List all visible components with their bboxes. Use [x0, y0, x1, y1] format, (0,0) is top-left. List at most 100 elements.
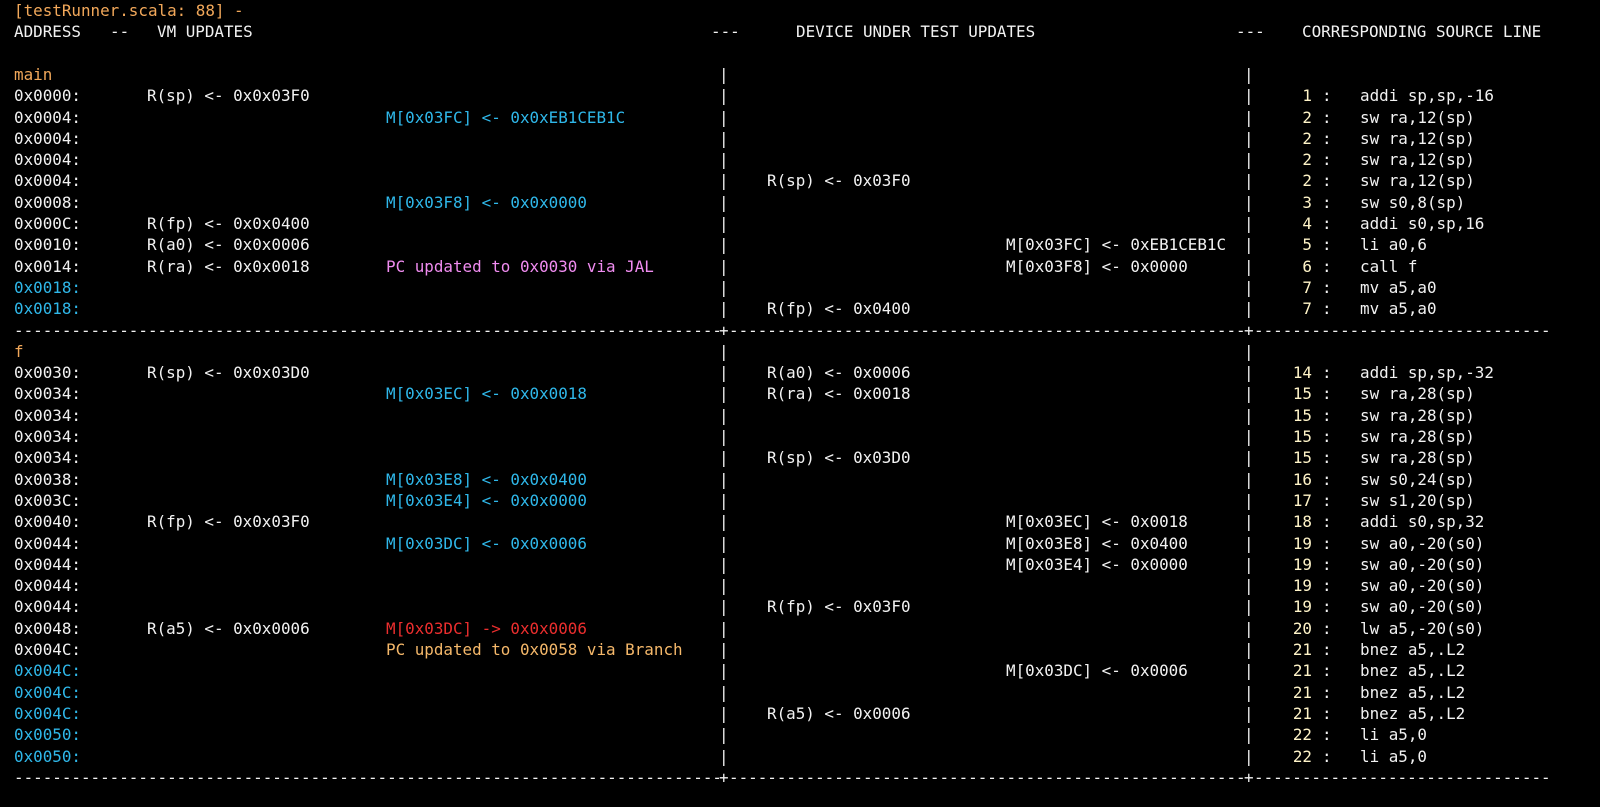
source-instruction: mv a5,a0: [1360, 299, 1437, 319]
column-divider: |: [1244, 86, 1254, 106]
colon-separator: :: [1322, 597, 1332, 617]
source-line-number: 15: [1292, 448, 1312, 468]
colon-separator: :: [1322, 746, 1332, 766]
column-divider: |: [1244, 448, 1254, 468]
divider-dashes: ----------------------------------------…: [1254, 320, 1550, 340]
colon-separator: :: [1322, 469, 1332, 489]
divider-dashes: ----------------------------------------…: [729, 320, 1244, 340]
source-line-number: 15: [1292, 384, 1312, 404]
source-instruction: sw a0,-20(s0): [1360, 554, 1485, 574]
source-instruction: sw ra,12(sp): [1360, 128, 1475, 148]
vm-update: PC updated to 0x0058 via Branch: [386, 640, 683, 659]
source-line-number: 22: [1292, 746, 1312, 766]
address: 0x0048:: [14, 618, 81, 638]
colon-separator: :: [1322, 171, 1332, 191]
divider-junction: +: [1244, 320, 1254, 340]
vm-update: M[0x03EC] <- 0x0x0018: [386, 384, 587, 404]
header-separator: ---: [1236, 22, 1265, 42]
address: 0x0034:: [14, 384, 81, 404]
source-instruction: li a5,0: [1360, 746, 1427, 766]
column-divider: |: [719, 554, 729, 574]
dut-memory-update: M[0x03DC] <- 0x0006: [1006, 661, 1188, 681]
trace-row: 0x004C: PC updated to 0x0058 via Branch | |…: [0, 639, 1600, 660]
divider-dashes: ----------------------------------------…: [14, 767, 719, 787]
divider-dashes: ----------------------------------------…: [14, 320, 719, 340]
column-divider: |: [719, 64, 729, 84]
test-runner-title: [testRunner.scala: 88] -: [14, 1, 244, 20]
address: 0x0018:: [14, 299, 81, 319]
source-line-number: 21: [1292, 703, 1312, 723]
colon-separator: :: [1322, 192, 1332, 212]
address: 0x0010:: [14, 235, 81, 255]
address: 0x0038:: [14, 469, 81, 489]
address: 0x0004:: [14, 107, 81, 127]
column-divider: |: [719, 618, 729, 638]
source-instruction: addi s0,sp,16: [1360, 214, 1485, 233]
source-instruction: sw ra,28(sp): [1360, 427, 1475, 446]
column-divider: |: [719, 682, 729, 702]
column-divider: |: [1244, 427, 1254, 446]
dut-register-update: R(fp) <- 0x0400: [767, 299, 911, 319]
vm-update: M[0x03DC] -> 0x0x0006: [386, 618, 587, 638]
vm-register-update: R(fp) <- 0x0x0400: [147, 214, 310, 233]
source-instruction: sw s0,8(sp): [1360, 192, 1466, 212]
source-line-number: 3: [1302, 192, 1312, 212]
column-divider: |: [719, 86, 729, 106]
column-divider: |: [1244, 554, 1254, 574]
trace-row: 0x0044: R(fp) <- 0x03F0 | | 19: sw a0,-20(s0): [0, 596, 1600, 617]
column-divider: |: [719, 490, 729, 510]
trace-row: 0x0004: | | 2: sw ra,12(sp): [0, 149, 1600, 170]
source-line-number: 21: [1292, 682, 1312, 702]
trace-row: 0x0004: M[0x03FC] <- 0x0xEB1CEB1C | | 2: sw r…: [0, 107, 1600, 128]
address: 0x0050:: [14, 746, 81, 766]
column-divider: |: [1244, 512, 1254, 532]
column-divider: |: [1244, 150, 1254, 170]
column-divider: |: [719, 405, 729, 425]
column-divider: |: [719, 299, 729, 319]
address: 0x0050:: [14, 725, 81, 745]
address: 0x0044:: [14, 597, 81, 617]
colon-separator: :: [1322, 427, 1332, 446]
source-instruction: mv a5,a0: [1360, 277, 1437, 297]
column-divider: |: [1244, 661, 1254, 681]
address: 0x003C:: [14, 490, 81, 510]
source-instruction: sw ra,28(sp): [1360, 448, 1475, 468]
trace-row: 0x004C: R(a5) <- 0x0006 | | 21: bnez a5,.L2: [0, 703, 1600, 724]
source-line-number: 21: [1292, 661, 1312, 681]
column-divider: |: [719, 703, 729, 723]
dut-register-update: R(sp) <- 0x03D0: [767, 448, 911, 468]
address: 0x0044:: [14, 554, 81, 574]
column-divider: |: [1244, 682, 1254, 702]
source-line-number: 18: [1292, 512, 1312, 532]
trace-row: 0x0004: R(sp) <- 0x03F0 | | 2: sw ra,12(sp): [0, 170, 1600, 191]
source-line-number: 7: [1302, 299, 1312, 319]
source-instruction: li a5,0: [1360, 725, 1427, 745]
column-divider: |: [719, 576, 729, 596]
source-line-number: 2: [1302, 150, 1312, 170]
colon-separator: :: [1322, 618, 1332, 638]
colon-separator: :: [1322, 554, 1332, 574]
column-divider: |: [719, 384, 729, 404]
trace-row: 0x003C: M[0x03E4] <- 0x0x0000 | | 17: sw s1,2…: [0, 490, 1600, 511]
column-divider: |: [1244, 341, 1254, 361]
trace-row: 0x0050: | | 22: li a5,0: [0, 746, 1600, 767]
source-line-number: 4: [1302, 214, 1312, 233]
trace-row: 0x0018: | | 7: mv a5,a0: [0, 277, 1600, 298]
address: 0x0004:: [14, 128, 81, 148]
source-instruction: sw ra,12(sp): [1360, 171, 1475, 191]
source-line-number: 19: [1292, 576, 1312, 596]
column-divider: |: [1244, 597, 1254, 617]
colon-separator: :: [1322, 490, 1332, 510]
colon-separator: :: [1322, 725, 1332, 745]
source-instruction: lw a5,-20(s0): [1360, 618, 1485, 638]
column-divider: |: [1244, 192, 1254, 212]
address: 0x0004:: [14, 171, 81, 191]
address: 0x0018:: [14, 277, 81, 297]
section-divider: ----------------------------------------…: [0, 767, 1600, 788]
source-instruction: li a0,6: [1360, 235, 1427, 255]
section-divider: ----------------------------------------…: [0, 320, 1600, 341]
source-line-number: 7: [1302, 277, 1312, 297]
divider-junction: +: [719, 320, 729, 340]
source-instruction: sw a0,-20(s0): [1360, 533, 1485, 553]
column-divider: |: [719, 640, 729, 659]
